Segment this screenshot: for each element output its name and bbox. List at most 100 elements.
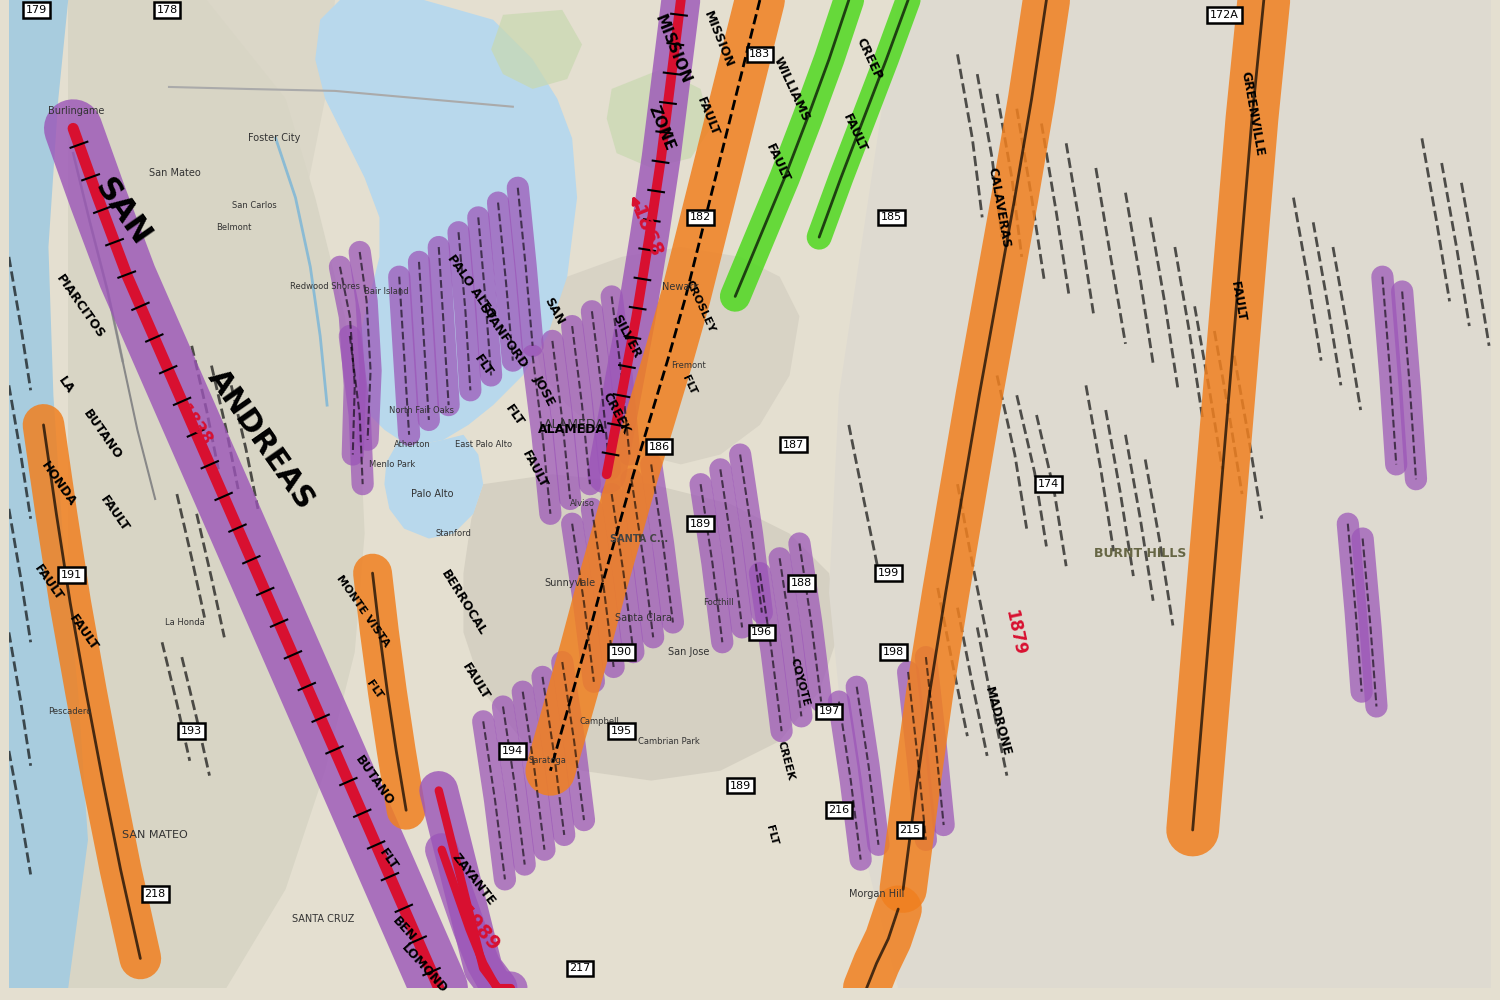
- Text: 187: 187: [783, 440, 804, 450]
- Polygon shape: [606, 69, 711, 168]
- Text: 182: 182: [690, 212, 711, 222]
- Text: Bair Island: Bair Island: [364, 287, 408, 296]
- Text: BUTANO: BUTANO: [81, 407, 124, 462]
- Text: Pescadero: Pescadero: [48, 707, 92, 716]
- Text: 191: 191: [60, 570, 81, 580]
- Text: PIARCITOS: PIARCITOS: [54, 272, 106, 341]
- Text: FLT: FLT: [765, 824, 778, 846]
- Text: MADRONE: MADRONE: [981, 685, 1012, 757]
- Text: 198: 198: [882, 647, 904, 657]
- Text: Burlingame: Burlingame: [48, 106, 105, 116]
- Text: Redwood Shores: Redwood Shores: [290, 282, 360, 291]
- Text: MISSION: MISSION: [700, 9, 735, 70]
- Text: SILVER: SILVER: [609, 312, 644, 360]
- Text: 183: 183: [750, 49, 771, 59]
- Text: FLT: FLT: [364, 678, 384, 701]
- Text: 185: 185: [880, 212, 902, 222]
- Text: SAN MATEO: SAN MATEO: [123, 830, 188, 840]
- Text: COYOTE: COYOTE: [788, 657, 810, 707]
- Text: LOMOND: LOMOND: [399, 941, 450, 996]
- Polygon shape: [490, 10, 582, 89]
- Text: Belmont: Belmont: [216, 223, 252, 232]
- Text: 190: 190: [610, 647, 632, 657]
- Text: FAULT: FAULT: [519, 448, 550, 490]
- Text: 174: 174: [1038, 479, 1059, 489]
- Text: 1868: 1868: [627, 203, 666, 261]
- Text: LA: LA: [56, 374, 76, 396]
- Polygon shape: [315, 0, 578, 445]
- Polygon shape: [384, 435, 483, 539]
- Text: BEN: BEN: [390, 914, 418, 944]
- Text: FLT: FLT: [376, 847, 400, 873]
- Text: 218: 218: [144, 889, 166, 899]
- Text: 1879: 1879: [1000, 608, 1029, 657]
- Text: ZAYANTE: ZAYANTE: [448, 851, 498, 908]
- Text: Foothill: Foothill: [704, 598, 734, 607]
- Text: 1838: 1838: [174, 401, 216, 449]
- Text: East Palo Alto: East Palo Alto: [454, 440, 512, 449]
- Text: Morgan Hill: Morgan Hill: [849, 889, 904, 899]
- Text: CREEP: CREEP: [853, 36, 883, 82]
- Text: 172A: 172A: [1210, 10, 1239, 20]
- Text: ZONE: ZONE: [645, 104, 676, 153]
- Text: Saratoga: Saratoga: [528, 756, 567, 765]
- Text: FAULT: FAULT: [1228, 280, 1248, 323]
- Text: WILLIAMS: WILLIAMS: [771, 55, 812, 123]
- Text: 179: 179: [26, 5, 46, 15]
- Text: 217: 217: [570, 963, 591, 973]
- Text: FLT: FLT: [503, 402, 526, 428]
- Text: 199: 199: [878, 568, 898, 578]
- Text: 189: 189: [690, 519, 711, 529]
- Text: Alviso: Alviso: [570, 499, 594, 508]
- Text: BERROCAL: BERROCAL: [438, 568, 489, 638]
- Polygon shape: [68, 0, 364, 988]
- Text: Cambrian Park: Cambrian Park: [638, 737, 700, 746]
- Text: Fremont: Fremont: [672, 361, 706, 370]
- Text: FAULT: FAULT: [32, 563, 66, 603]
- Text: SAN: SAN: [88, 173, 156, 252]
- Text: Newark: Newark: [663, 282, 699, 292]
- Text: SANTA C...: SANTA C...: [610, 534, 669, 544]
- Text: SANTA CRUZ: SANTA CRUZ: [292, 914, 354, 924]
- Polygon shape: [68, 0, 334, 988]
- Text: MONTE VISTA: MONTE VISTA: [334, 573, 392, 648]
- Text: BURNT HILLS: BURNT HILLS: [1094, 547, 1186, 560]
- Text: ALAMEDA: ALAMEDA: [543, 418, 604, 431]
- Text: 189: 189: [729, 781, 750, 791]
- Text: San Jose: San Jose: [668, 647, 710, 657]
- Text: BUTANO: BUTANO: [352, 753, 396, 808]
- Text: 196: 196: [752, 627, 772, 637]
- Text: 188: 188: [790, 578, 812, 588]
- Text: Sunnyvale: Sunnyvale: [544, 578, 596, 588]
- Text: FAULT: FAULT: [66, 612, 100, 653]
- Text: La Honda: La Honda: [165, 618, 204, 627]
- Text: FAULT: FAULT: [764, 142, 792, 184]
- Text: Atherton: Atherton: [393, 440, 430, 449]
- Text: 194: 194: [503, 746, 524, 756]
- Polygon shape: [9, 0, 88, 988]
- Text: 193: 193: [182, 726, 203, 736]
- Text: MISSION: MISSION: [652, 13, 693, 86]
- Text: CROSLEY: CROSLEY: [684, 279, 717, 334]
- Polygon shape: [830, 0, 1491, 988]
- Text: CREEK: CREEK: [776, 740, 795, 782]
- Text: GREENVILLE: GREENVILLE: [1238, 70, 1266, 157]
- Text: 178: 178: [156, 5, 177, 15]
- Text: ANDREAS: ANDREAS: [202, 364, 320, 515]
- Text: FAULT: FAULT: [840, 112, 870, 155]
- Text: 195: 195: [610, 726, 632, 736]
- Text: FLT: FLT: [680, 374, 698, 397]
- Text: CALAVERAS: CALAVERAS: [986, 166, 1012, 249]
- Text: PALO ALTO: PALO ALTO: [444, 252, 498, 321]
- Text: CREEK: CREEK: [600, 390, 633, 436]
- Text: 216: 216: [828, 805, 849, 815]
- Text: JOSE: JOSE: [531, 373, 558, 408]
- Text: 1989: 1989: [453, 902, 503, 956]
- Text: 186: 186: [648, 442, 669, 452]
- Text: SAN: SAN: [542, 295, 567, 327]
- Text: Campbell: Campbell: [580, 717, 620, 726]
- Text: FAULT: FAULT: [459, 661, 492, 703]
- Text: FLT: FLT: [471, 352, 495, 379]
- Text: FAULT: FAULT: [694, 95, 721, 138]
- Text: Stanford: Stanford: [435, 529, 471, 538]
